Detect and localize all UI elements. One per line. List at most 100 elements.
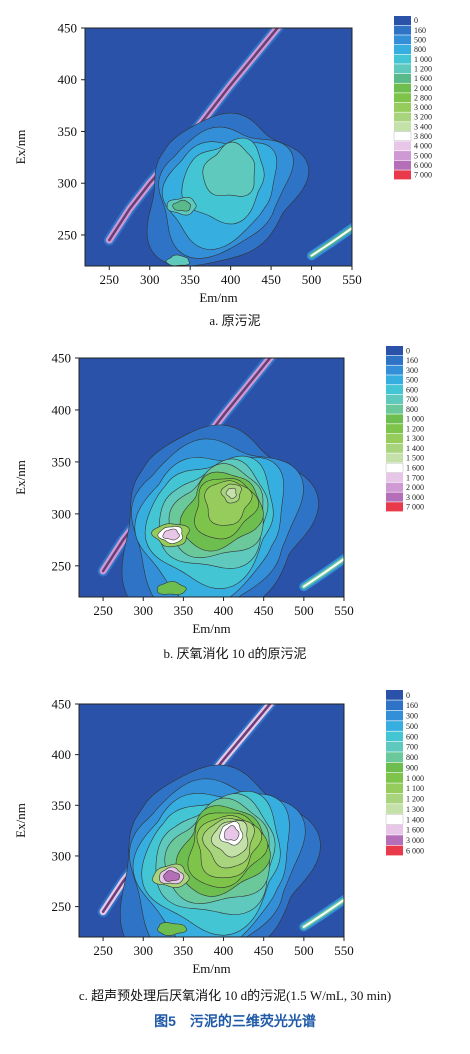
eem-chart-c: 250 300 350 400 450 500 550 250 300 350 400 450 Em/n… — [13, 690, 424, 976]
figure-caption: 图5 污泥的三维荧光光谱 — [154, 1013, 316, 1029]
x-tick-label: 500 — [294, 943, 314, 958]
legend-swatch — [386, 414, 403, 424]
subcaption-b: b. 厌氧消化 10 d的原污泥 — [163, 646, 307, 661]
x-tick-label: 400 — [221, 272, 241, 287]
legend-label: 1 600 — [414, 74, 432, 83]
legend-swatch — [394, 160, 411, 170]
y-tick-label: 250 — [58, 227, 78, 242]
legend-label: 700 — [406, 395, 418, 404]
legend-label: 6 000 — [414, 161, 432, 170]
legend-label: 1 600 — [406, 826, 424, 835]
x-tick-label: 450 — [254, 603, 274, 618]
legend-label: 1 500 — [406, 454, 424, 463]
legend-swatch — [386, 824, 403, 835]
contour-ring — [202, 141, 256, 197]
legend-label: 4 000 — [414, 142, 432, 151]
y-tick-label: 400 — [58, 72, 78, 87]
legend-label: 3 200 — [414, 113, 432, 122]
contour-ring — [162, 528, 180, 541]
legend-label: 800 — [406, 405, 418, 414]
plot-frame — [84, 27, 353, 267]
legend-swatch — [385, 814, 404, 825]
legend-label: 3 000 — [406, 493, 424, 502]
contour-ring — [172, 199, 191, 212]
y-axis-label: Ex/nm — [13, 130, 28, 165]
x-tick-label: 300 — [140, 272, 160, 287]
legend-label: 500 — [414, 36, 426, 45]
legend-label: 1 700 — [406, 473, 424, 482]
legend-swatch — [394, 83, 411, 93]
legend-label: 1 400 — [406, 444, 424, 453]
x-tick-label: 350 — [180, 272, 200, 287]
y-tick-label: 450 — [58, 21, 78, 36]
legend-swatch — [386, 502, 403, 512]
legend-swatch — [386, 443, 403, 453]
y-tick-label: 300 — [52, 848, 72, 863]
x-tick-label: 350 — [174, 943, 194, 958]
legend-swatch — [394, 54, 411, 64]
subcaption-a: a. 原污泥 — [209, 313, 261, 328]
legend-label: 1 200 — [406, 795, 424, 804]
legend-label: 500 — [406, 376, 418, 385]
contour-ring — [225, 487, 237, 499]
y-tick-label: 400 — [52, 402, 72, 417]
legend-swatch — [394, 93, 411, 103]
y-axis-label: Ex/nm — [13, 803, 28, 838]
legend-swatch — [394, 25, 411, 35]
legend-swatch — [386, 365, 403, 375]
legend-swatch — [386, 721, 403, 731]
legend-swatch — [386, 700, 403, 711]
legend-swatch — [386, 762, 403, 773]
x-tick-label: 450 — [254, 943, 274, 958]
contour-ring — [165, 254, 190, 266]
legend-label: 700 — [406, 743, 418, 752]
legend-swatch — [386, 690, 403, 700]
legend-swatch — [386, 804, 403, 814]
legend-label: 160 — [406, 356, 418, 365]
legend-swatch — [394, 64, 411, 74]
y-tick-label: 300 — [58, 176, 78, 191]
legend-swatch — [386, 835, 403, 846]
plot-frame — [78, 357, 345, 598]
x-axis-label: Em/nm — [192, 961, 230, 976]
plot-area — [79, 704, 344, 937]
eem-chart-b: 250 300 350 400 450 500 550 250 300 350 400 450 Em/n… — [13, 346, 424, 636]
legend-swatch — [394, 170, 411, 180]
legend-swatch — [394, 102, 411, 112]
legend-swatch — [393, 131, 412, 142]
legend-swatch — [394, 73, 411, 83]
plot-area — [79, 358, 344, 597]
legend-label: 1 000 — [406, 415, 424, 424]
x-tick-label: 250 — [93, 603, 113, 618]
contour-ring — [157, 922, 188, 936]
legend-swatch — [386, 752, 403, 763]
x-tick-label: 550 — [334, 943, 354, 958]
legend-label: 1 400 — [406, 815, 424, 824]
legend-swatch — [386, 741, 403, 752]
legend-swatch — [386, 424, 403, 434]
legend-label: 300 — [406, 366, 418, 375]
legend-label: 6 000 — [406, 846, 424, 855]
legend-label: 1 600 — [406, 464, 424, 473]
legend-swatch — [386, 453, 403, 463]
scatter-band-second-core — [302, 898, 344, 928]
scatter-band-second-core — [302, 557, 344, 588]
legend-label: 0 — [414, 16, 418, 25]
y-tick-label: 350 — [52, 454, 72, 469]
x-tick-label: 500 — [302, 272, 322, 287]
subcaption-c: c. 超声预处理后厌氧消化 10 d的污泥(1.5 W/mL, 30 min) — [78, 988, 392, 1003]
legend-swatch — [386, 710, 403, 721]
x-tick-label: 400 — [214, 943, 234, 958]
legend-swatch — [386, 404, 403, 414]
legend-label: 3 000 — [414, 103, 432, 112]
x-tick-label: 500 — [294, 603, 314, 618]
legend-label: 2 000 — [406, 483, 424, 492]
legend-label: 800 — [414, 45, 426, 54]
scatter-band-second-core — [310, 226, 352, 257]
y-tick-label: 250 — [52, 899, 72, 914]
legend-swatch — [394, 16, 411, 26]
eem-chart-a: 250 300 350 400 450 500 550 250 300 350 400 450 Em/n… — [13, 16, 432, 305]
x-tick-label: 300 — [133, 603, 153, 618]
